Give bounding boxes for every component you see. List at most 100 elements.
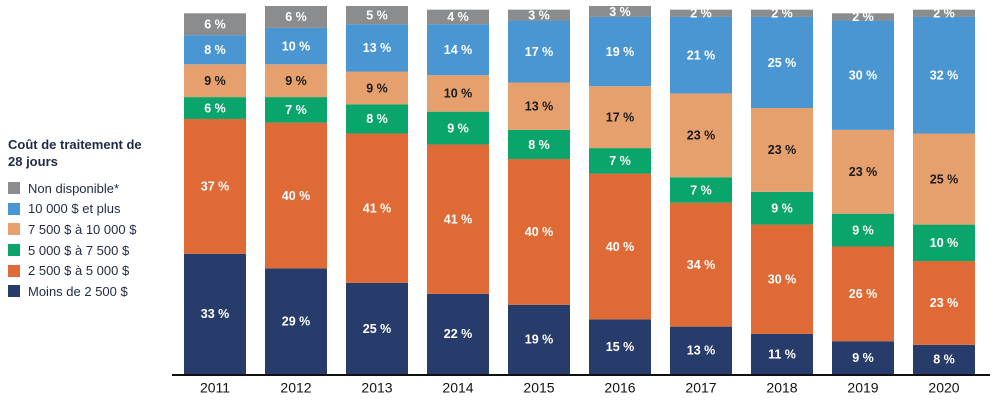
value-label: 25 %	[363, 322, 392, 336]
value-label: 9 %	[771, 202, 793, 216]
value-label: 7 %	[609, 154, 631, 168]
bar-segment	[589, 86, 651, 149]
bar-segment	[751, 224, 813, 334]
value-label: 6 %	[204, 18, 226, 32]
x-tick-label: 2017	[685, 380, 716, 396]
bar-segment	[508, 9, 570, 21]
bar-segment	[265, 268, 327, 374]
bar-segment	[184, 97, 246, 119]
legend-swatch	[8, 244, 20, 257]
legend-label: 5 000 $ à 7 500 $	[28, 242, 130, 258]
value-label: 29 %	[282, 314, 311, 328]
value-label: 6 %	[285, 10, 307, 24]
value-label: 23 %	[930, 296, 959, 310]
legend-swatch	[8, 223, 20, 236]
bar-segment	[670, 326, 732, 374]
bar-segment	[346, 133, 408, 283]
x-tick-label: 2011	[200, 380, 230, 396]
bar-segment	[913, 224, 975, 262]
bar-segment	[913, 16, 975, 134]
bar-segment	[913, 344, 975, 374]
bar-segment	[427, 9, 489, 25]
bar-segment	[751, 108, 813, 192]
value-label: 8 %	[204, 43, 226, 57]
value-label: 11 %	[768, 347, 796, 361]
value-label: 23 %	[768, 143, 797, 157]
bar-segment	[670, 202, 732, 327]
legend-swatch	[8, 202, 20, 215]
value-label: 32 %	[930, 69, 959, 83]
bar-segment	[508, 82, 570, 130]
legend-item: 7 500 $ à 10 000 $	[8, 219, 168, 240]
x-tick-label: 2012	[280, 380, 311, 396]
value-label: 34 %	[687, 258, 716, 272]
bar-segment	[427, 144, 489, 294]
bar-segment	[589, 173, 651, 320]
bar-segment	[589, 319, 651, 374]
value-label: 19 %	[525, 333, 554, 347]
legend-item: 2 500 $ à 5 000 $	[8, 260, 168, 281]
value-label: 13 %	[363, 41, 392, 55]
bar-segment	[184, 118, 246, 254]
value-label: 41 %	[444, 212, 473, 226]
value-label: 14 %	[444, 43, 473, 57]
bar-segment	[184, 13, 246, 36]
bar-segment	[751, 9, 813, 17]
legend-item: 5 000 $ à 7 500 $	[8, 240, 168, 261]
bar-segment	[508, 304, 570, 374]
legend: Coût de traitement de 28 jours Non dispo…	[8, 136, 168, 302]
legend-label: Moins de 2 500 $	[28, 283, 128, 299]
legend-swatch	[8, 182, 20, 195]
bar-segment	[427, 293, 489, 374]
value-label: 9 %	[366, 81, 388, 95]
value-label: 8 %	[528, 138, 550, 152]
legend-swatch	[8, 264, 20, 277]
value-label: 37 %	[201, 180, 230, 194]
value-label: 15 %	[606, 340, 635, 354]
value-label: 6 %	[204, 101, 226, 115]
value-label: 8 %	[366, 112, 388, 126]
bar-segment	[184, 35, 246, 65]
value-label: 22 %	[444, 327, 473, 341]
bar-segment	[265, 64, 327, 98]
legend-items: Non disponible* 10 000 $ et plus 7 500 $ à…	[8, 178, 168, 302]
x-tick-label: 2015	[523, 380, 554, 396]
value-label: 4 %	[447, 10, 469, 24]
value-label: 9 %	[852, 351, 874, 365]
bar-segment	[508, 129, 570, 160]
value-label: 3 %	[609, 5, 631, 19]
bar-segment	[265, 27, 327, 65]
x-tick-label: 2016	[604, 380, 635, 396]
value-label: 25 %	[768, 56, 797, 70]
legend-title: Coût de traitement de 28 jours	[8, 137, 142, 169]
bar-segment	[265, 122, 327, 269]
bar-segment	[346, 104, 408, 134]
value-label: 10 %	[930, 236, 959, 250]
bar-segment	[670, 9, 732, 17]
value-label: 2 %	[690, 7, 712, 21]
value-label: 7 %	[285, 103, 307, 117]
bar-segment	[670, 16, 732, 94]
value-label: 13 %	[687, 344, 716, 358]
x-tick-label: 2014	[442, 380, 473, 396]
bar-segment	[832, 13, 894, 21]
value-label: 19 %	[606, 45, 635, 59]
value-label: 2 %	[852, 10, 874, 24]
value-label: 23 %	[849, 165, 878, 179]
value-label: 2 %	[933, 7, 955, 21]
bar-segment	[346, 71, 408, 105]
value-label: 41 %	[363, 202, 392, 216]
bar-segment	[265, 6, 327, 28]
bar-segment	[832, 213, 894, 247]
legend-label: 2 500 $ à 5 000 $	[28, 263, 130, 279]
value-label: 8 %	[933, 353, 955, 367]
legend-item: Moins de 2 500 $	[8, 281, 168, 302]
bar-segment	[832, 246, 894, 342]
value-label: 9 %	[285, 74, 307, 88]
value-label: 17 %	[606, 110, 635, 124]
bar-segment	[913, 9, 975, 17]
legend-label: 10 000 $ et plus	[28, 201, 121, 217]
bar-segment	[832, 20, 894, 130]
bar-segment	[589, 148, 651, 174]
